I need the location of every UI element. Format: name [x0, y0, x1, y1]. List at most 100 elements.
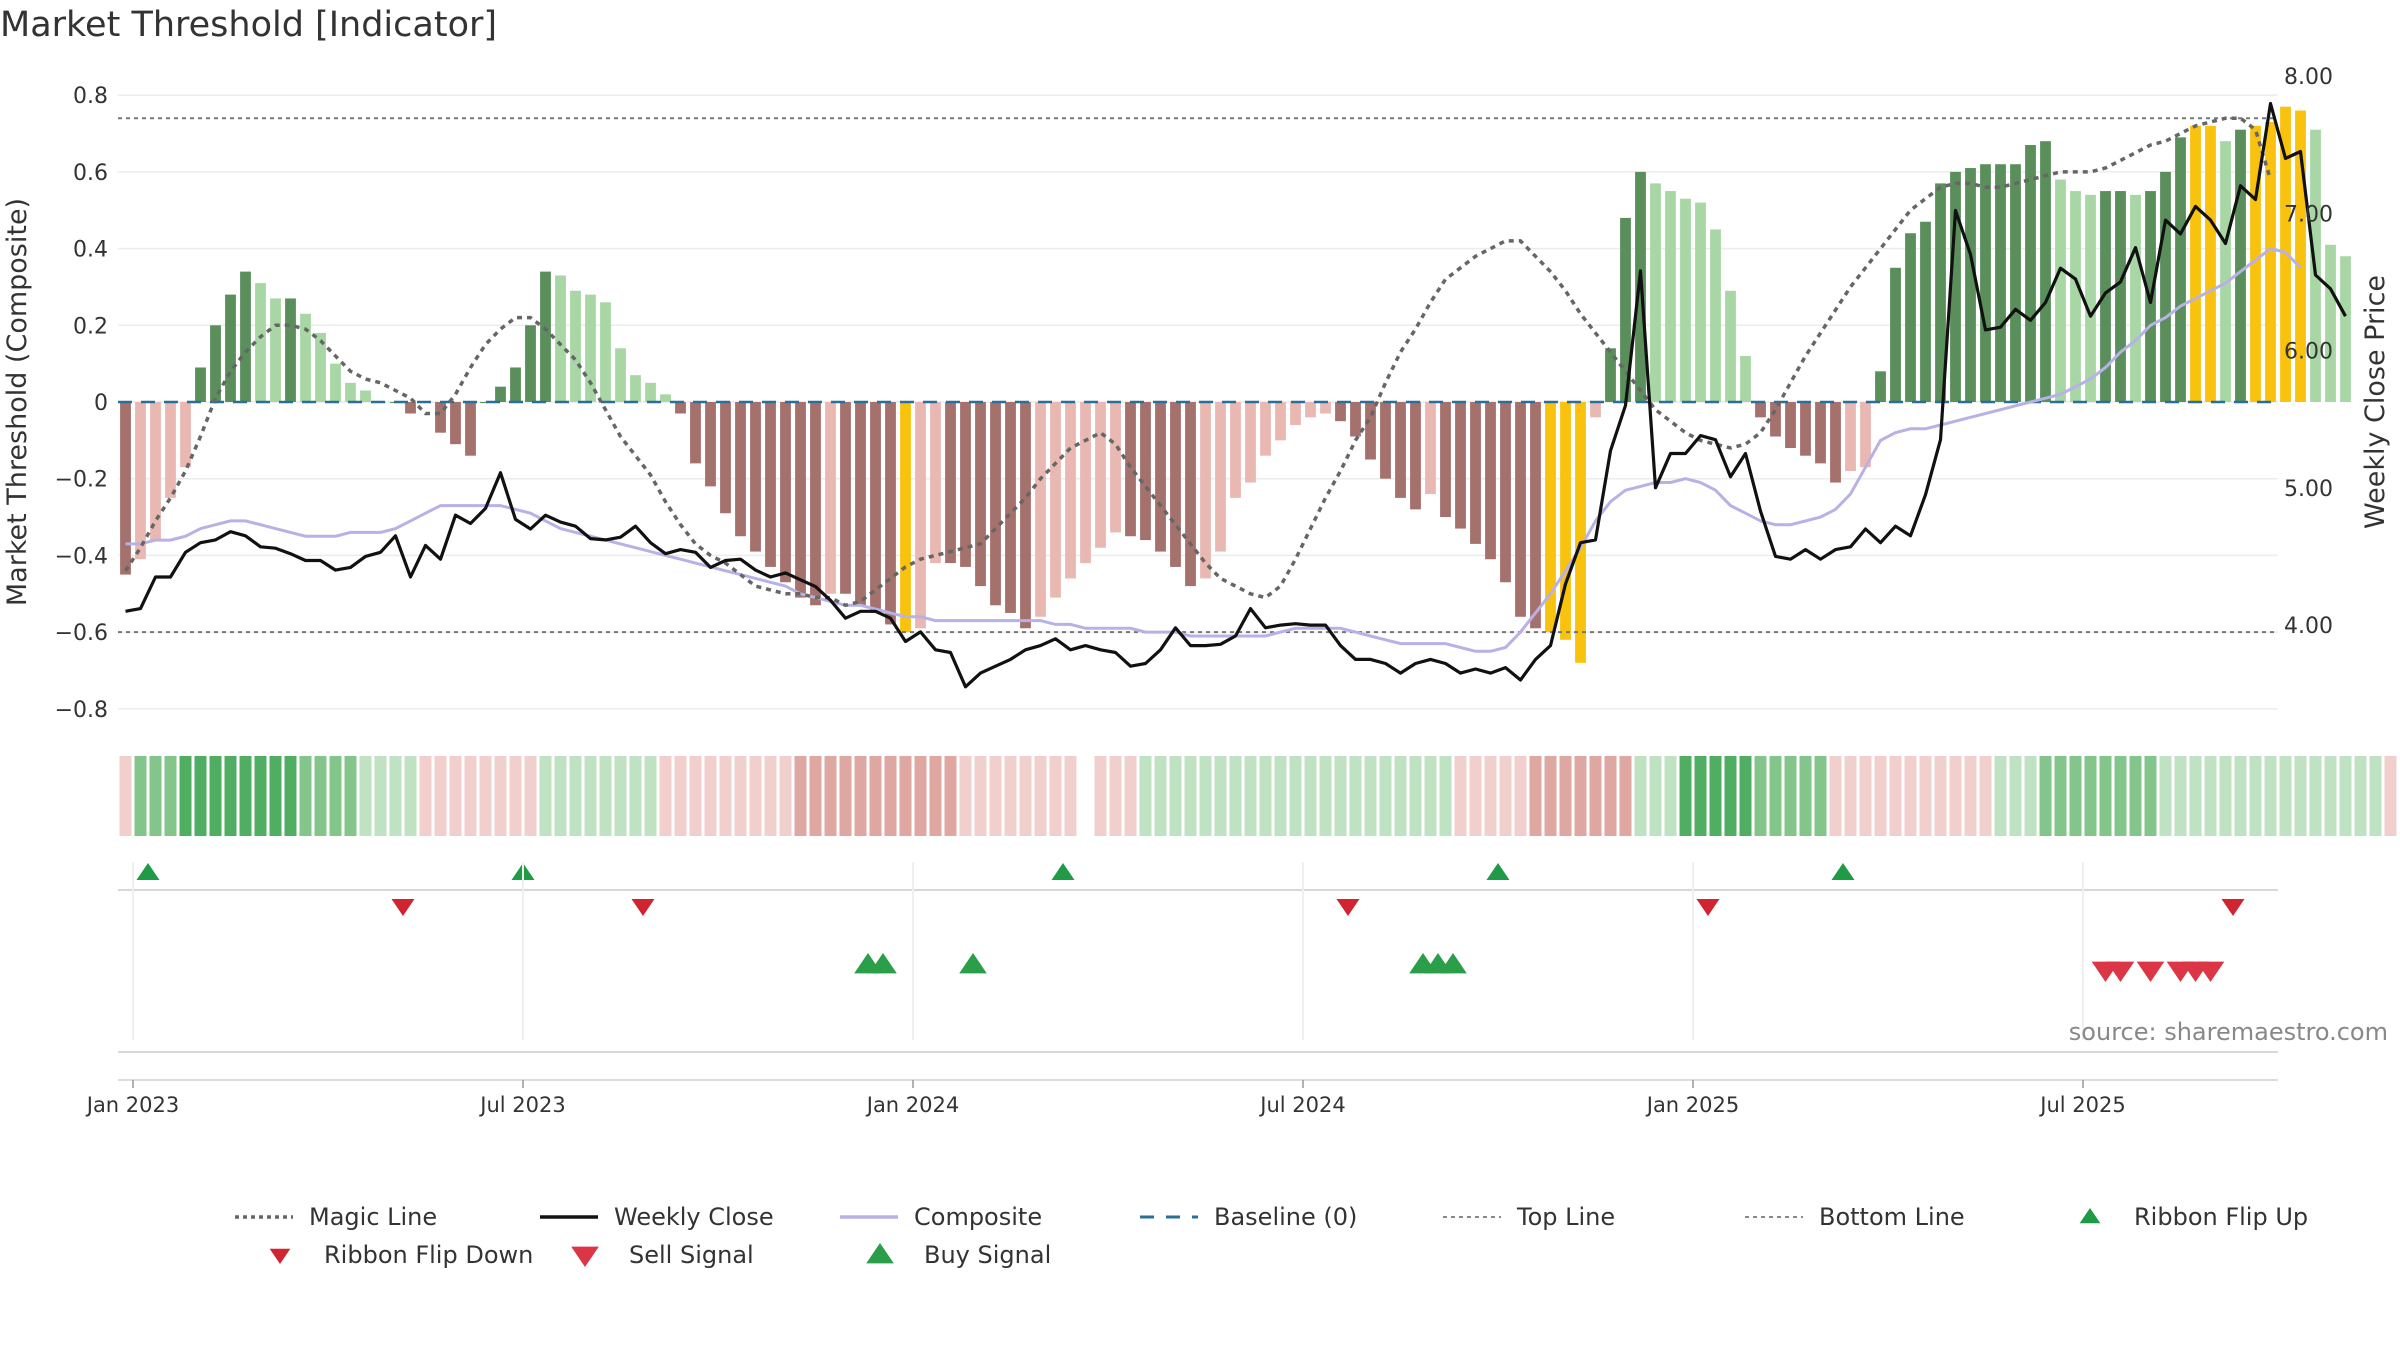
- ribbon-cell: [569, 756, 582, 836]
- ribbon-cell: [2339, 756, 2352, 836]
- ribbon-cell: [1379, 756, 1392, 836]
- ribbon-cell: [989, 756, 1002, 836]
- ribbon-cell: [1559, 756, 1572, 836]
- chart-title: Market Threshold [Indicator]: [0, 5, 497, 45]
- ribbon-cell: [284, 756, 297, 836]
- legend-label: Ribbon Flip Down: [324, 1241, 533, 1269]
- threshold-bar: [2070, 191, 2081, 402]
- threshold-bar: [1800, 402, 1811, 456]
- ribbon-flip-up-marker: [1051, 863, 1075, 880]
- ribbon-cell: [209, 756, 222, 836]
- threshold-bar: [765, 402, 776, 567]
- legend-label: Top Line: [1516, 1203, 1615, 1231]
- ribbon-cell: [389, 756, 402, 836]
- threshold-bar: [495, 386, 506, 402]
- ribbon-cell: [1184, 756, 1197, 836]
- ribbon-cell: [1529, 756, 1542, 836]
- threshold-bar: [990, 402, 1001, 606]
- ribbon-cell: [839, 756, 852, 836]
- threshold-bar: [735, 402, 746, 537]
- ribbon-cell: [2054, 756, 2067, 836]
- threshold-bar: [1020, 402, 1031, 629]
- legend-label: Magic Line: [309, 1203, 437, 1231]
- ribbon-cell: [1304, 756, 1317, 836]
- threshold-bar: [1530, 402, 1541, 629]
- ribbon-cell: [719, 756, 732, 836]
- ribbon-cell: [1664, 756, 1677, 836]
- threshold-bar: [510, 367, 521, 402]
- ribbon-cell: [2084, 756, 2097, 836]
- ribbon-cell: [1619, 756, 1632, 836]
- ribbon-cell: [824, 756, 837, 836]
- ribbon-flip-up-marker: [1831, 863, 1855, 880]
- threshold-bar: [165, 402, 176, 498]
- threshold-bar: [1770, 402, 1781, 437]
- threshold-bar: [1155, 402, 1166, 552]
- magic-line: [124, 116, 2273, 608]
- source-note: source: sharemaestro.com: [2069, 1018, 2388, 1046]
- series-lines: [118, 101, 2347, 689]
- ribbon-cell: [1469, 756, 1482, 836]
- threshold-bar: [1335, 402, 1346, 422]
- threshold-bar: [270, 298, 281, 402]
- threshold-bar: [1410, 402, 1421, 510]
- ribbon-cell: [224, 756, 237, 836]
- buy-signal-marker: [869, 953, 897, 974]
- y2-tick-label: 7.00: [2284, 202, 2333, 227]
- threshold-bar: [1350, 402, 1361, 437]
- ribbon-cell: [584, 756, 597, 836]
- ribbon-cell: [1844, 756, 1857, 836]
- threshold-bar: [1875, 371, 1886, 402]
- ribbon-cell: [2204, 756, 2217, 836]
- ribbon-cell: [674, 756, 687, 836]
- ribbon-cell: [689, 756, 702, 836]
- threshold-bar: [960, 402, 971, 567]
- ribbon-cell: [2129, 756, 2142, 836]
- y-tick-label: −0.4: [55, 544, 108, 569]
- ribbon-cell: [119, 756, 132, 836]
- ribbon-cell: [1214, 756, 1227, 836]
- ribbon-cell: [1754, 756, 1767, 836]
- threshold-bar: [1260, 402, 1271, 456]
- threshold-bar: [840, 402, 851, 594]
- ribbon-cell: [1904, 756, 1917, 836]
- threshold-bar: [2100, 191, 2111, 402]
- threshold-bar: [2250, 125, 2261, 402]
- threshold-bar: [1965, 168, 1976, 402]
- threshold-bar: [1290, 402, 1301, 426]
- threshold-bar: [885, 402, 896, 625]
- x-axis: Jan 2023 Jul 2023 Jan 2024 Jul 2024 Jan 2025…: [85, 862, 2278, 1117]
- threshold-bar: [1620, 217, 1631, 402]
- threshold-bar: [900, 402, 911, 633]
- ribbon-cell: [1349, 756, 1362, 836]
- ribbon-cell: [1319, 756, 1332, 836]
- ribbon-cell: [1259, 756, 1272, 836]
- threshold-bar: [1320, 402, 1331, 414]
- sell-signal-marker: [2196, 961, 2225, 982]
- threshold-bar: [1035, 402, 1046, 617]
- threshold-bar: [615, 348, 626, 402]
- ribbon-cell: [2279, 756, 2292, 836]
- ribbon-cell: [524, 756, 537, 836]
- y2-tick-label: 6.00: [2284, 340, 2333, 365]
- threshold-bar: [1230, 402, 1241, 498]
- threshold-bar: [855, 402, 866, 606]
- y2-tick-label: 8.00: [2284, 65, 2333, 90]
- threshold-bar: [135, 402, 146, 560]
- ribbon-cell: [2264, 756, 2277, 836]
- ribbon-cell: [2144, 756, 2157, 836]
- ribbon-cell: [359, 756, 372, 836]
- threshold-bar: [1590, 402, 1601, 418]
- ribbon-cell: [659, 756, 672, 836]
- threshold-bar: [2175, 137, 2186, 403]
- threshold-bar: [2265, 122, 2276, 402]
- y-tick-label: 0.8: [73, 84, 108, 109]
- x-tick-label: Jul 2023: [478, 1093, 565, 1117]
- threshold-bar: [1305, 402, 1316, 418]
- ribbon-cell: [1079, 756, 1092, 836]
- ribbon-cell: [929, 756, 942, 836]
- ribbon-cell: [194, 756, 207, 836]
- ribbon-cell: [1034, 756, 1047, 836]
- y2-tick-label: 4.00: [2284, 614, 2333, 639]
- legend: Magic Line Weekly Close Composite Baseline …: [235, 1203, 2308, 1269]
